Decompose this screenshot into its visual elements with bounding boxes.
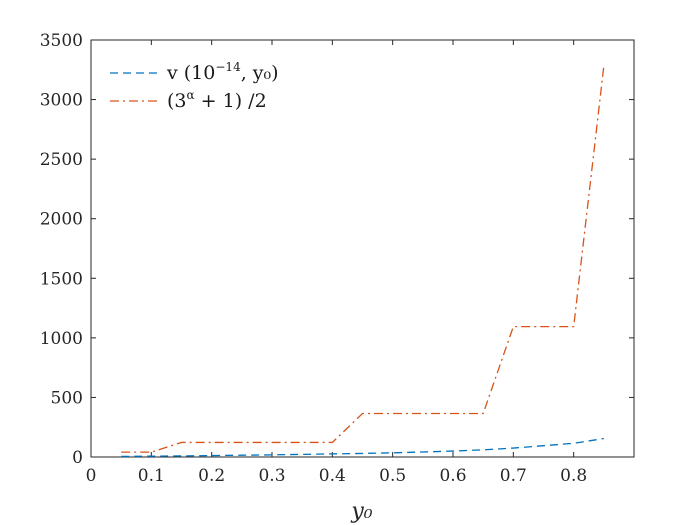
series-line-1	[121, 66, 605, 453]
series-lines	[121, 66, 605, 458]
y-tick-label: 500	[51, 388, 83, 408]
x-tick-label: 0.6	[439, 466, 466, 486]
y-tick-label: 3500	[40, 31, 83, 51]
series-line-0	[121, 437, 604, 458]
x-tick-label: 0.3	[258, 466, 285, 486]
y-tick-label: 0	[72, 448, 83, 468]
x-tick-label: 0.7	[500, 466, 527, 486]
y-tick-label: 3000	[40, 91, 83, 111]
y-tick-label: 2500	[40, 150, 83, 170]
x-tick-label: 0	[86, 466, 97, 486]
x-tick-label: 0.1	[138, 466, 165, 486]
y-tick-label: 2000	[40, 210, 83, 230]
legend-label-1: (3α + 1) /2	[167, 88, 267, 112]
y-tick-label: 1500	[40, 269, 83, 289]
axis-ticks: 0 0.1 0.2 0.3 0.4 0.5 0.6 0.7 0.8 0 500 1000 1500 200…	[40, 31, 634, 486]
x-axis-label: y₀	[350, 499, 372, 524]
x-tick-label: 0.2	[198, 466, 225, 486]
y-tick-label: 1000	[40, 329, 83, 349]
x-tick-label: 0.4	[319, 466, 346, 486]
plot-area	[90, 39, 635, 458]
legend: v (10−14, y₀) (3α + 1) /2	[110, 60, 279, 112]
x-tick-label: 0.8	[560, 466, 587, 486]
legend-label-0: v (10−14, y₀)	[166, 60, 279, 84]
x-tick-label: 0.5	[379, 466, 406, 486]
